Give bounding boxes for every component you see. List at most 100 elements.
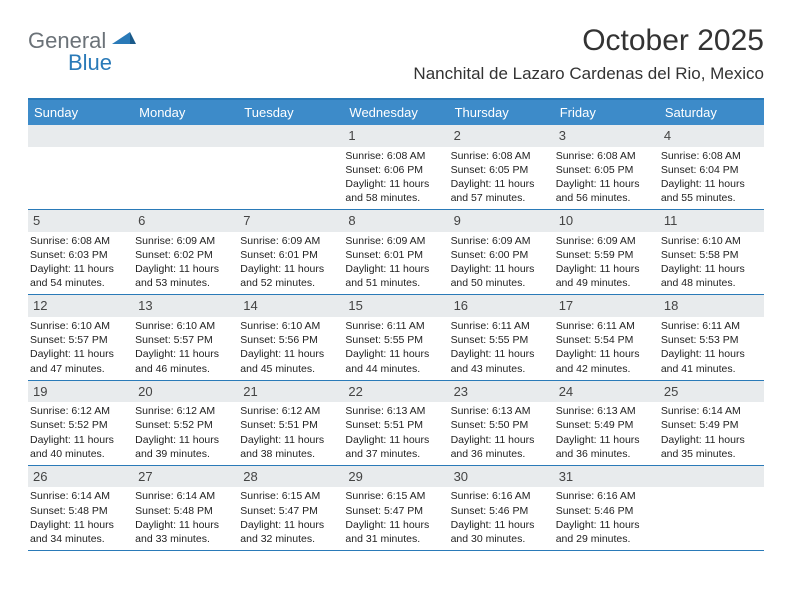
day-info-line: Sunrise: 6:12 AM bbox=[135, 404, 236, 418]
day-info-line: Sunset: 5:59 PM bbox=[556, 248, 657, 262]
day-number: 13 bbox=[133, 295, 238, 317]
day-cell: 24Sunrise: 6:13 AMSunset: 5:49 PMDayligh… bbox=[554, 381, 659, 465]
day-info-line: Sunrise: 6:08 AM bbox=[661, 149, 762, 163]
day-info-line: Sunrise: 6:13 AM bbox=[451, 404, 552, 418]
day-info-line: Sunrise: 6:10 AM bbox=[661, 234, 762, 248]
location: Nanchital de Lazaro Cardenas del Rio, Me… bbox=[28, 64, 764, 84]
day-number: 3 bbox=[554, 125, 659, 147]
day-info-line: Sunset: 6:02 PM bbox=[135, 248, 236, 262]
day-info-line: and 56 minutes. bbox=[556, 191, 657, 205]
day-info-line: Daylight: 11 hours bbox=[451, 518, 552, 532]
day-info-line: and 43 minutes. bbox=[451, 362, 552, 376]
day-info-line: Sunset: 6:06 PM bbox=[345, 163, 446, 177]
day-cell: 12Sunrise: 6:10 AMSunset: 5:57 PMDayligh… bbox=[28, 295, 133, 379]
day-info-line: Sunrise: 6:11 AM bbox=[451, 319, 552, 333]
day-info-line: Daylight: 11 hours bbox=[556, 262, 657, 276]
day-info-line: Daylight: 11 hours bbox=[135, 518, 236, 532]
header: October 2025 Nanchital de Lazaro Cardena… bbox=[28, 24, 764, 84]
day-cell: 16Sunrise: 6:11 AMSunset: 5:55 PMDayligh… bbox=[449, 295, 554, 379]
day-info-line: Sunset: 6:00 PM bbox=[451, 248, 552, 262]
calendar: SundayMondayTuesdayWednesdayThursdayFrid… bbox=[28, 98, 764, 551]
month-title: October 2025 bbox=[28, 24, 764, 58]
weekday-header: Monday bbox=[133, 100, 238, 125]
day-cell: 31Sunrise: 6:16 AMSunset: 5:46 PMDayligh… bbox=[554, 466, 659, 550]
day-info-line: Sunset: 5:48 PM bbox=[135, 504, 236, 518]
day-info-line: Sunset: 6:05 PM bbox=[451, 163, 552, 177]
day-info-line: Sunrise: 6:12 AM bbox=[30, 404, 131, 418]
day-info-line: Sunset: 5:55 PM bbox=[451, 333, 552, 347]
day-info-line: Daylight: 11 hours bbox=[661, 433, 762, 447]
day-info-line: Daylight: 11 hours bbox=[661, 262, 762, 276]
day-info-line: and 38 minutes. bbox=[240, 447, 341, 461]
day-number: 14 bbox=[238, 295, 343, 317]
day-cell: 28Sunrise: 6:15 AMSunset: 5:47 PMDayligh… bbox=[238, 466, 343, 550]
day-info-line: Sunset: 5:52 PM bbox=[135, 418, 236, 432]
day-info-line: Daylight: 11 hours bbox=[345, 262, 446, 276]
day-info-line: Daylight: 11 hours bbox=[30, 433, 131, 447]
weekday-header: Friday bbox=[554, 100, 659, 125]
weekday-header: Wednesday bbox=[343, 100, 448, 125]
day-info-line: Daylight: 11 hours bbox=[135, 433, 236, 447]
day-number: 6 bbox=[133, 210, 238, 232]
day-info-line: and 55 minutes. bbox=[661, 191, 762, 205]
week-row: 19Sunrise: 6:12 AMSunset: 5:52 PMDayligh… bbox=[28, 381, 764, 466]
day-info-line: Sunset: 5:57 PM bbox=[135, 333, 236, 347]
day-info-line: Sunset: 5:57 PM bbox=[30, 333, 131, 347]
day-info-line: Sunset: 6:04 PM bbox=[661, 163, 762, 177]
day-number: 23 bbox=[449, 381, 554, 403]
day-info-line: Daylight: 11 hours bbox=[661, 347, 762, 361]
day-cell: 3Sunrise: 6:08 AMSunset: 6:05 PMDaylight… bbox=[554, 125, 659, 209]
day-info-line: Daylight: 11 hours bbox=[30, 518, 131, 532]
day-info-line: Daylight: 11 hours bbox=[661, 177, 762, 191]
day-number: 26 bbox=[28, 466, 133, 488]
day-cell: 1Sunrise: 6:08 AMSunset: 6:06 PMDaylight… bbox=[343, 125, 448, 209]
day-info-line: Sunrise: 6:13 AM bbox=[345, 404, 446, 418]
day-cell: 6 Sunrise: 6:09 AMSunset: 6:02 PMDaylight… bbox=[133, 210, 238, 294]
day-info-line: and 54 minutes. bbox=[30, 276, 131, 290]
day-info-line: Sunset: 5:51 PM bbox=[345, 418, 446, 432]
day-cell: 4Sunrise: 6:08 AMSunset: 6:04 PMDaylight… bbox=[659, 125, 764, 209]
day-info-line: and 44 minutes. bbox=[345, 362, 446, 376]
day-info-line: and 57 minutes. bbox=[451, 191, 552, 205]
day-number: 30 bbox=[449, 466, 554, 488]
day-info-line: Sunrise: 6:09 AM bbox=[135, 234, 236, 248]
day-info-line: and 45 minutes. bbox=[240, 362, 341, 376]
weekday-header-row: SundayMondayTuesdayWednesdayThursdayFrid… bbox=[28, 100, 764, 125]
day-number: 5 bbox=[28, 210, 133, 232]
day-info-line: Daylight: 11 hours bbox=[240, 262, 341, 276]
day-number: 28 bbox=[238, 466, 343, 488]
day-cell bbox=[659, 466, 764, 550]
week-row: 26Sunrise: 6:14 AMSunset: 5:48 PMDayligh… bbox=[28, 466, 764, 551]
day-info-line: Sunset: 5:56 PM bbox=[240, 333, 341, 347]
day-info-line: Sunset: 5:48 PM bbox=[30, 504, 131, 518]
day-info-line: and 42 minutes. bbox=[556, 362, 657, 376]
day-info-line: Sunset: 5:47 PM bbox=[240, 504, 341, 518]
day-info-line: Sunset: 5:49 PM bbox=[556, 418, 657, 432]
day-cell: 13Sunrise: 6:10 AMSunset: 5:57 PMDayligh… bbox=[133, 295, 238, 379]
day-info-line: Daylight: 11 hours bbox=[451, 433, 552, 447]
day-number: 12 bbox=[28, 295, 133, 317]
day-info-line: Sunset: 5:58 PM bbox=[661, 248, 762, 262]
day-info-line: Sunset: 5:54 PM bbox=[556, 333, 657, 347]
day-info-line: and 32 minutes. bbox=[240, 532, 341, 546]
day-cell: 18Sunrise: 6:11 AMSunset: 5:53 PMDayligh… bbox=[659, 295, 764, 379]
day-info-line: Daylight: 11 hours bbox=[30, 347, 131, 361]
day-info-line: Sunrise: 6:14 AM bbox=[30, 489, 131, 503]
day-info-line: Sunset: 6:03 PM bbox=[30, 248, 131, 262]
day-info-line: Sunset: 5:53 PM bbox=[661, 333, 762, 347]
logo: General Blue bbox=[28, 28, 136, 54]
day-info-line: Sunrise: 6:14 AM bbox=[135, 489, 236, 503]
day-info-line: Daylight: 11 hours bbox=[240, 433, 341, 447]
day-cell: 26Sunrise: 6:14 AMSunset: 5:48 PMDayligh… bbox=[28, 466, 133, 550]
day-info-line: Sunset: 5:51 PM bbox=[240, 418, 341, 432]
day-info-line: Daylight: 11 hours bbox=[135, 262, 236, 276]
day-info-line: Sunset: 6:01 PM bbox=[345, 248, 446, 262]
day-info-line: and 53 minutes. bbox=[135, 276, 236, 290]
day-number: 8 bbox=[343, 210, 448, 232]
day-number: 15 bbox=[343, 295, 448, 317]
day-info-line: and 34 minutes. bbox=[30, 532, 131, 546]
day-info-line: Sunrise: 6:10 AM bbox=[135, 319, 236, 333]
day-cell: 29Sunrise: 6:15 AMSunset: 5:47 PMDayligh… bbox=[343, 466, 448, 550]
day-info-line: Daylight: 11 hours bbox=[345, 433, 446, 447]
day-info-line: Sunrise: 6:13 AM bbox=[556, 404, 657, 418]
